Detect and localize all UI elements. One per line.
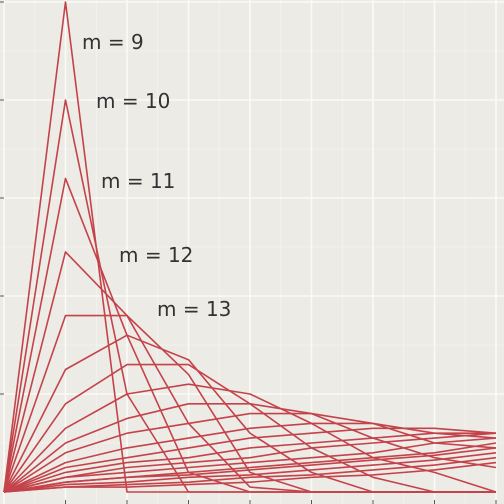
series-lines xyxy=(3,1,497,493)
series-line-11 xyxy=(3,422,497,493)
series-line-9 xyxy=(3,402,497,493)
series-line-13 xyxy=(3,432,496,493)
series-line-15 xyxy=(3,437,497,493)
series-label-m12: m = 12 xyxy=(119,243,193,267)
series-label-m9: m = 9 xyxy=(82,30,144,54)
series-line-12 xyxy=(3,427,497,493)
series-line-17 xyxy=(3,447,497,493)
series-line-20 xyxy=(3,461,497,493)
series-line-18 xyxy=(3,452,497,493)
series-labels: m = 9 m = 10 m = 11 m = 12 m = 13 xyxy=(82,30,231,321)
series-line-19 xyxy=(3,456,497,493)
series-line-14 xyxy=(3,432,497,493)
series-line-10 xyxy=(3,412,497,493)
series-label-m11: m = 11 xyxy=(101,169,175,193)
series-label-m13: m = 13 xyxy=(157,297,231,321)
series-line-6 xyxy=(3,334,496,493)
series-label-m10: m = 10 xyxy=(96,89,170,113)
